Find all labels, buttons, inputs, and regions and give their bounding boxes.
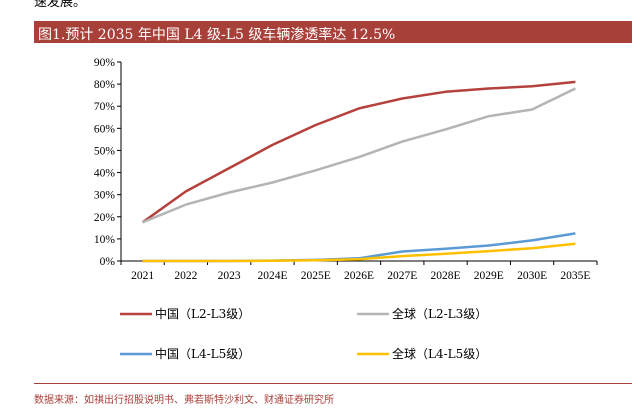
x-tick-label: 2021 <box>131 270 154 282</box>
y-tick-label: 90% <box>94 57 116 69</box>
y-tick-label: 80% <box>94 79 116 91</box>
legend-label: 中国（L4-L5级） <box>155 346 250 361</box>
series-line-2 <box>142 87 576 224</box>
y-tick-label: 0% <box>100 256 116 268</box>
y-axis-ticks: 0% 10% 20% 30% 40% 50% 60% 70% 80% 90% <box>94 57 121 268</box>
x-tick-label: 2027E <box>387 270 417 282</box>
legend-label: 中国（L2-L3级） <box>155 306 250 321</box>
series-line-4 <box>142 242 576 263</box>
x-tick-label: 2030E <box>517 270 547 282</box>
series-lines <box>141 80 576 263</box>
y-tick-label: 40% <box>94 168 116 180</box>
x-tick-label: 2022 <box>174 270 197 282</box>
series-line-3 <box>142 232 576 263</box>
x-tick-label: 2028E <box>431 270 461 282</box>
chart-legend: 中国（L2-L3级） 全球（L2-L3级） 中国（L4-L5级） 全球（L4-L5级） <box>120 306 487 361</box>
x-tick-label: 2029E <box>474 270 504 282</box>
y-tick-label: 60% <box>94 123 116 135</box>
y-tick-label: 70% <box>94 101 116 113</box>
y-tick-label: 30% <box>94 190 116 202</box>
y-tick-label: 20% <box>94 212 116 224</box>
y-tick-label: 10% <box>94 234 116 246</box>
figure-title-bar: 图1.预计 2035 年中国 L4 级-L5 级车辆渗透率达 12.5% <box>34 21 632 43</box>
legend-label: 全球（L4-L5级） <box>392 346 487 361</box>
x-axis-ticks: 2021 2022 2023 2024E 2025E 2026E 2027E 2028E 202… <box>120 261 598 282</box>
cut-off-text: 速发展。 <box>34 0 87 10</box>
penetration-line-chart: 0%10%20%30%40%50%60%70%80%90% 2021 2022 20… <box>94 57 598 361</box>
chart-axes <box>120 62 597 262</box>
x-tick-label: 2023 <box>218 270 241 282</box>
x-tick-label: 2026E <box>344 270 374 282</box>
footer-divider <box>34 383 632 384</box>
x-tick-label: 2024E <box>257 270 287 282</box>
data-source: 数据来源：如祺出行招股说明书、弗若斯特沙利文、财通证券研究所 <box>34 395 334 406</box>
series-line-1 <box>141 80 576 224</box>
x-tick-label: 2025E <box>301 270 331 282</box>
legend-label: 全球（L2-L3级） <box>392 306 487 321</box>
x-tick-label: 2035E <box>560 270 590 282</box>
y-tick-label: 50% <box>94 145 116 157</box>
figure-title: 图1.预计 2035 年中国 L4 级-L5 级车辆渗透率达 12.5% <box>38 27 396 43</box>
